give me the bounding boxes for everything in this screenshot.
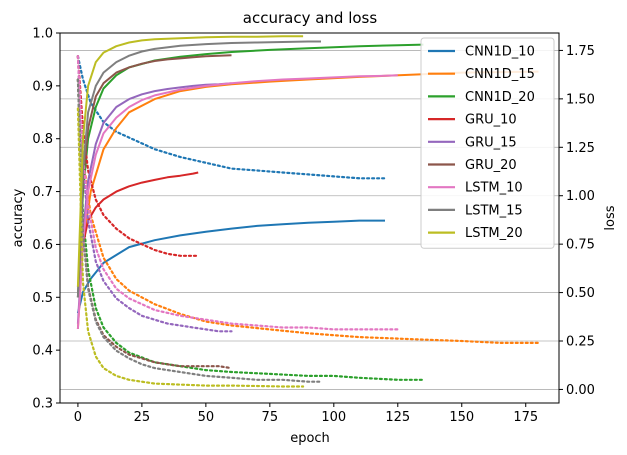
x-tick-label-0: 0 (74, 410, 82, 425)
y2-tick-label-5: 1.25 (566, 141, 595, 156)
series-cnn1d-20-loss-line (76, 78, 425, 381)
y2-tick-label-3: 0.75 (566, 238, 595, 253)
series-cnn1d-10-loss-line (76, 55, 387, 180)
y-axis-loss: 0.00 0.25 0.50 0.75 1.00 1.25 1.50 1.75 (559, 44, 595, 398)
series-gru-15-accuracy-line (76, 82, 232, 324)
y-tick-label-2: 0.5 (32, 291, 53, 306)
series-cnn1d-20-accuracy-line (76, 43, 424, 298)
series-lstm-15-accuracy-line (76, 40, 321, 298)
series-layer (76, 35, 540, 388)
x-axis: 0 25 50 75 100 125 150 175 (74, 403, 538, 425)
legend-label-gru-15: GRU_15 (465, 135, 517, 150)
series-lstm-10-accuracy-line (76, 74, 398, 330)
legend-label-lstm-15: LSTM_15 (465, 203, 523, 218)
legend-label-lstm-20: LSTM_20 (465, 226, 523, 241)
legend-label-gru-10: GRU_10 (465, 113, 517, 128)
series-cnn1d-10-accuracy-line (76, 219, 385, 314)
x-tick-label-5: 125 (385, 410, 410, 425)
legend-label-cnn1d-15: CNN1D_15 (465, 67, 535, 82)
series-lstm-20-accuracy-line (76, 35, 304, 287)
x-axis-title: epoch (290, 431, 330, 446)
legend-label-gru-20: GRU_20 (465, 158, 517, 173)
chart-title: accuracy and loss (243, 9, 378, 27)
legend-label-lstm-10: LSTM_10 (465, 181, 523, 196)
y-tick-label-6: 0.9 (32, 79, 53, 94)
series-gru-20-loss-line (76, 78, 233, 370)
series-lstm-15-loss-line (76, 78, 323, 383)
x-tick-label-1: 25 (134, 410, 151, 425)
y-tick-label-0: 0.3 (32, 397, 53, 412)
y2-tick-label-6: 1.50 (566, 92, 595, 107)
x-tick-label-2: 50 (198, 410, 215, 425)
legend-label-cnn1d-20: CNN1D_20 (465, 90, 535, 105)
y-tick-label-5: 0.8 (32, 132, 53, 147)
y2-tick-label-7: 1.75 (566, 44, 595, 59)
x-tick-label-7: 175 (513, 410, 538, 425)
y-axis-accuracy: 0.3 0.4 0.5 0.6 0.7 0.8 0.9 1.0 (32, 27, 60, 412)
series-lstm-20-loss-line (76, 107, 305, 388)
y-tick-label-4: 0.7 (32, 185, 53, 200)
series-gru-10-loss-line (76, 55, 200, 257)
x-tick-label-3: 75 (262, 410, 279, 425)
legend-box (420, 37, 555, 249)
plot-frame (59, 32, 560, 404)
y2-tick-label-1: 0.25 (566, 335, 595, 350)
y-axis-title: accuracy (11, 188, 26, 247)
series-cnn1d-15-loss-line (76, 55, 540, 344)
y-tick-label-7: 1.0 (32, 27, 53, 42)
legend-label-cnn1d-10: CNN1D_10 (465, 45, 535, 60)
series-gru-15-loss-line (76, 55, 233, 333)
y2-tick-label-4: 1.00 (566, 189, 595, 204)
y-tick-label-1: 0.4 (32, 344, 53, 359)
y2-tick-label-0: 0.00 (566, 383, 595, 398)
legend: CNN1D_10 CNN1D_15 CNN1D_20 GRU_10 GRU_15 GRU_… (420, 37, 555, 249)
series-gru-20-accuracy-line (76, 54, 232, 298)
x-tick-label-6: 150 (449, 410, 474, 425)
y2-tick-label-2: 0.50 (566, 286, 595, 301)
series-lstm-10-loss-line (76, 55, 399, 331)
y-tick-label-3: 0.6 (32, 238, 53, 253)
y2-axis-title: loss (603, 205, 618, 230)
x-tick-label-4: 100 (321, 410, 346, 425)
